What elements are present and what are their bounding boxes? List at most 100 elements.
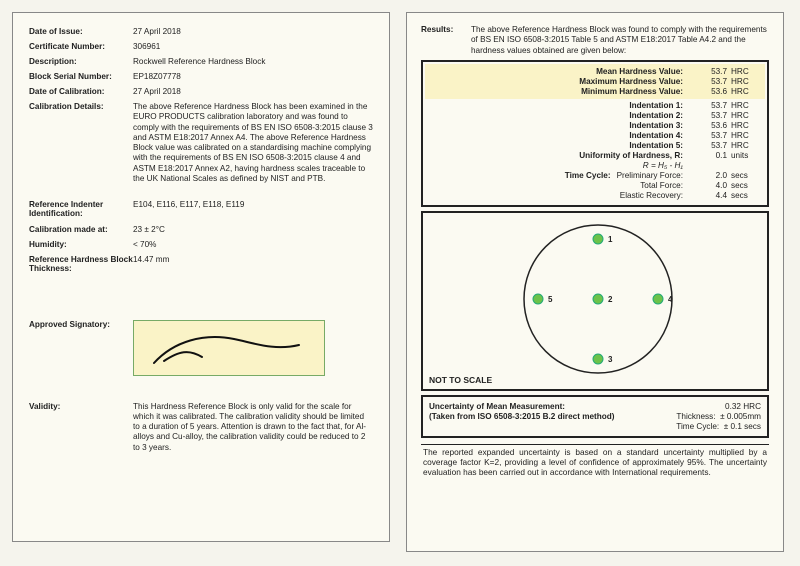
label: Humidity: [29, 240, 133, 249]
min-hardness: Minimum Hardness Value: 53.6 HRC [429, 87, 761, 96]
label: Calibration Details: [29, 102, 133, 184]
uncert-timecycle: Time Cycle: ± 0.1 secs [429, 422, 761, 431]
diagram-point-1 [593, 234, 603, 244]
u: HRC [727, 77, 761, 86]
k: Total Force: [640, 181, 683, 190]
u: HRC [727, 87, 761, 96]
v: 0.1 [683, 151, 727, 160]
label: Approved Signatory: [29, 320, 133, 376]
v: 53.7 [683, 111, 727, 120]
diagram-point-4 [653, 294, 663, 304]
signature-svg [134, 321, 324, 375]
footer-text: The reported expanded uncertainty is bas… [421, 448, 769, 478]
value: Rockwell Reference Hardness Block [133, 57, 373, 66]
label: Date of Calibration: [29, 87, 133, 96]
diagram-point-2 [593, 294, 603, 304]
k: Indentation 4: [629, 131, 683, 140]
k: Indentation 5: [629, 141, 683, 150]
row-serial: Block Serial Number: EP18Z07778 [29, 72, 373, 81]
k: Uncertainty of Mean Measurement: [429, 402, 565, 411]
u: HRC [727, 111, 761, 120]
uncert-thickness: (Taken from ISO 6508-3:2015 B.2 direct m… [429, 412, 761, 421]
u: HRC [727, 67, 761, 76]
v: 0.32 HRC [725, 402, 761, 411]
cycle-pf: Time Cycle: Preliminary Force: 2.0 secs [429, 171, 761, 180]
signature-container [133, 320, 373, 376]
label: Description: [29, 57, 133, 66]
value: 306961 [133, 42, 373, 51]
row-description: Description: Rockwell Reference Hardness… [29, 57, 373, 66]
u: HRC [727, 121, 761, 130]
value: E104, E116, E117, E118, E119 [133, 200, 373, 219]
k: Indentation 3: [629, 121, 683, 130]
u: secs [727, 181, 761, 190]
value: 23 ± 2°C [133, 225, 373, 234]
diagram-point-label-3: 3 [608, 355, 613, 364]
k: Uniformity of Hardness, R: [579, 151, 683, 160]
indentation-5: Indentation 5:53.7HRC [429, 141, 761, 150]
value: This Hardness Reference Block is only va… [133, 402, 373, 453]
v: 53.6 [683, 87, 727, 96]
mean-hardness: Mean Hardness Value: 53.7 HRC [429, 67, 761, 76]
row-cal-date: Date of Calibration: 27 April 2018 [29, 87, 373, 96]
cycle-er: Elastic Recovery: 4.4 secs [429, 191, 761, 200]
footer-divider [421, 444, 769, 445]
row-thickness: Reference Hardness Block Thickness: 14.4… [29, 255, 373, 274]
k: Maximum Hardness Value: [579, 77, 683, 86]
diagram-point-3 [593, 354, 603, 364]
indentation-diagram: 12345 NOT TO SCALE [421, 211, 769, 391]
highlighted-summary: Mean Hardness Value: 53.7 HRC Maximum Ha… [425, 64, 765, 99]
uniformity: Uniformity of Hardness, R: 0.1 units [429, 151, 761, 160]
signature-path [154, 337, 299, 363]
label: Validity: [29, 402, 133, 453]
certificate-right-page: Results: The above Reference Hardness Bl… [406, 12, 784, 552]
label: Date of Issue: [29, 27, 133, 36]
label: Reference Hardness Block Thickness: [29, 255, 133, 274]
v: 53.7 [683, 101, 727, 110]
certificate-left-page: Date of Issue: 27 April 2018 Certificate… [12, 12, 390, 542]
k: Indentation 2: [629, 111, 683, 120]
value: The above Reference Hardness Block has b… [133, 102, 373, 184]
k: Mean Hardness Value: [596, 67, 683, 76]
u: secs [727, 191, 761, 200]
label: Block Serial Number: [29, 72, 133, 81]
diagram-point-label-1: 1 [608, 235, 613, 244]
row-cal-at: Calibration made at: 23 ± 2°C [29, 225, 373, 234]
label: Results: [421, 25, 471, 56]
v: 53.7 [683, 67, 727, 76]
row-humidity: Humidity: < 70% [29, 240, 373, 249]
v: 53.7 [683, 141, 727, 150]
v: 53.7 [683, 131, 727, 140]
mid: Time Cycle: ± 0.1 secs [676, 422, 761, 431]
diagram-point-label-2: 2 [608, 295, 613, 304]
k: Minimum Hardness Value: [581, 87, 683, 96]
v: 53.6 [683, 121, 727, 130]
u: HRC [727, 101, 761, 110]
v: 2.0 [683, 171, 727, 180]
row-signatory: Approved Signatory: [29, 320, 373, 376]
row-cal-details: Calibration Details: The above Reference… [29, 102, 373, 184]
value: < 70% [133, 240, 373, 249]
diagram-point-label-4: 4 [668, 295, 673, 304]
u: HRC [727, 141, 761, 150]
u: HRC [727, 131, 761, 140]
k: Preliminary Force: [611, 171, 683, 180]
label: Reference Indenter Identification: [29, 200, 133, 219]
v: 4.0 [683, 181, 727, 190]
value: 27 April 2018 [133, 87, 373, 96]
diagram-svg: 1 2 3 4 5 [423, 213, 773, 389]
indentation-3: Indentation 3:53.6HRC [429, 121, 761, 130]
row-validity: Validity: This Hardness Reference Block … [29, 402, 373, 453]
value: 27 April 2018 [133, 27, 373, 36]
u: secs [727, 171, 761, 180]
k: (Taken from ISO 6508-3:2015 B.2 direct m… [429, 412, 615, 421]
v: 4.4 [683, 191, 727, 200]
signature-box [133, 320, 325, 376]
v: 53.7 [683, 77, 727, 86]
uncertainty-box: Uncertainty of Mean Measurement: 0.32 HR… [421, 395, 769, 438]
indentation-4: Indentation 4:53.7HRC [429, 131, 761, 140]
row-cert-number: Certificate Number: 306961 [29, 42, 373, 51]
cycle-tf: Total Force: 4.0 secs [429, 181, 761, 190]
value: 14.47 mm [133, 255, 373, 274]
diagram-point-label-5: 5 [548, 295, 553, 304]
